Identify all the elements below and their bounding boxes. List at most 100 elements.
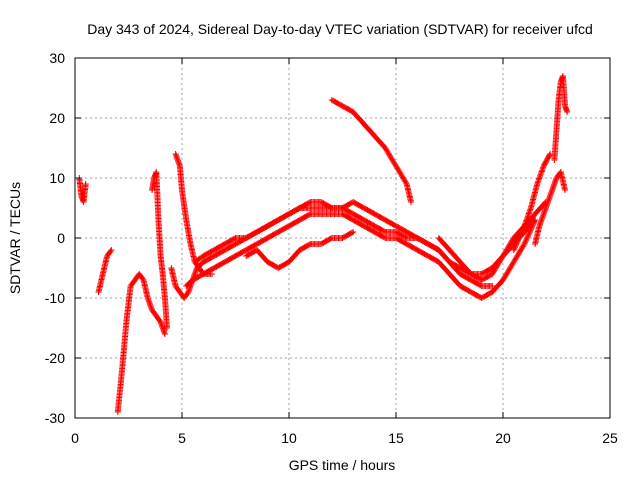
data-point [196, 267, 198, 269]
data-point [98, 291, 100, 293]
data-point [202, 273, 204, 275]
data-point [395, 237, 397, 239]
data-point [320, 213, 322, 215]
data-point [558, 99, 560, 101]
data-point [151, 309, 153, 311]
data-point [438, 261, 440, 263]
data-point [491, 267, 493, 269]
data-point [406, 183, 408, 185]
data-point [459, 267, 461, 269]
data-point [183, 297, 185, 299]
data-point [288, 213, 290, 215]
data-point [190, 243, 192, 245]
data-point [157, 219, 159, 221]
data-point [502, 279, 504, 281]
data-point [299, 207, 301, 209]
data-point [543, 213, 545, 215]
data-point [235, 255, 236, 257]
series-arc-2 [95, 247, 115, 295]
series-arc-3 [114, 271, 168, 415]
data-point [491, 273, 493, 275]
x-tick-label: 15 [388, 430, 404, 446]
data-point [374, 213, 376, 215]
x-tick-label: 0 [71, 430, 79, 446]
data-point [427, 255, 429, 257]
data-point [538, 225, 540, 227]
data-point [179, 165, 181, 167]
data-point [166, 327, 168, 329]
data-point [560, 81, 562, 83]
data-point [438, 249, 440, 251]
data-point [481, 273, 483, 275]
data-point [213, 255, 215, 257]
data-point [224, 261, 226, 263]
data-point [352, 219, 354, 221]
data-point [363, 219, 365, 221]
data-point [288, 225, 290, 227]
data-point [562, 75, 564, 77]
y-tick-label: 20 [49, 110, 65, 126]
data-point [352, 201, 354, 203]
data-point [175, 153, 177, 155]
data-point [384, 231, 386, 233]
y-axis-label: SDTVAR / TECUs [7, 182, 23, 294]
data-point [331, 213, 333, 215]
data-point [256, 243, 258, 245]
data-point [102, 273, 104, 275]
data-point [560, 171, 562, 173]
data-points [76, 73, 571, 415]
data-point [374, 231, 376, 233]
series-arc-10 [328, 97, 414, 205]
data-point [155, 171, 157, 173]
data-point [267, 261, 269, 263]
data-point [513, 249, 515, 251]
y-tick-label: -10 [45, 290, 65, 306]
data-point [459, 261, 461, 263]
y-tick-label: 30 [49, 50, 65, 66]
data-point [320, 207, 322, 209]
data-point [245, 237, 247, 239]
data-point [138, 273, 140, 275]
data-point [83, 201, 85, 203]
data-point [395, 231, 397, 233]
data-point [410, 201, 412, 203]
series-arc-4 [149, 169, 170, 331]
data-point [406, 231, 408, 233]
x-tick-label: 10 [281, 430, 297, 446]
data-point [543, 165, 545, 167]
data-point [384, 147, 386, 149]
data-point [352, 111, 354, 113]
series-arc-5 [172, 151, 215, 277]
data-point [175, 285, 177, 287]
data-point [192, 279, 194, 281]
data-point [185, 285, 187, 287]
data-point [106, 255, 108, 257]
data-point [513, 237, 515, 239]
data-point [80, 195, 82, 197]
data-point [416, 249, 418, 251]
data-point [147, 297, 149, 299]
data-point [374, 135, 376, 137]
data-point [342, 213, 343, 215]
data-point [459, 285, 461, 287]
data-point [384, 237, 386, 239]
data-point [164, 297, 166, 299]
data-point [256, 231, 258, 233]
data-point [530, 207, 532, 209]
data-point [202, 261, 204, 263]
data-point [352, 213, 354, 215]
data-point [224, 249, 226, 251]
data-point [267, 225, 269, 227]
data-point [491, 291, 493, 293]
data-point [534, 213, 536, 215]
data-point [438, 237, 440, 239]
data-point [142, 279, 144, 281]
y-tick-label: -20 [45, 350, 65, 366]
data-point [416, 237, 418, 239]
data-point [160, 321, 162, 323]
data-point [481, 285, 483, 287]
data-point [267, 237, 269, 239]
data-point [288, 261, 290, 263]
data-point [536, 183, 538, 185]
